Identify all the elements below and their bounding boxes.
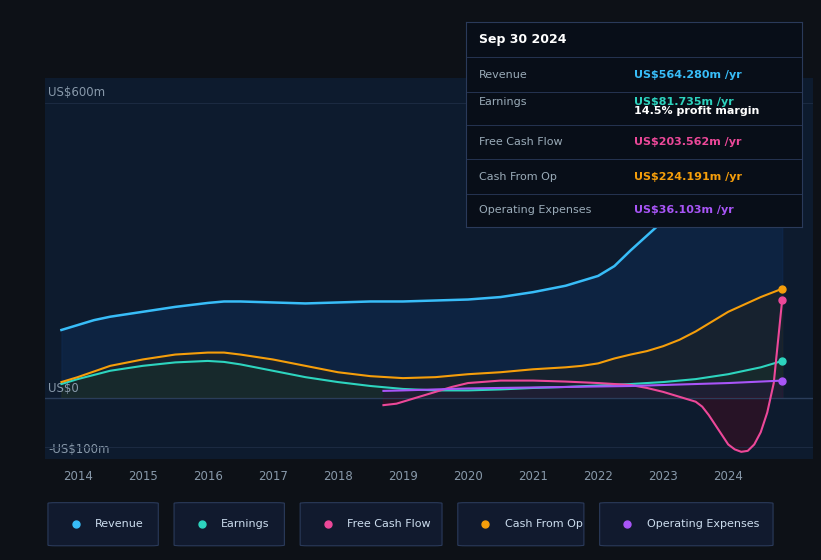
Text: Cash From Op: Cash From Op bbox=[479, 172, 557, 182]
Text: Free Cash Flow: Free Cash Flow bbox=[479, 137, 562, 147]
Text: Earnings: Earnings bbox=[479, 97, 527, 107]
Text: US$224.191m /yr: US$224.191m /yr bbox=[634, 172, 742, 182]
Text: Sep 30 2024: Sep 30 2024 bbox=[479, 33, 566, 46]
Text: Revenue: Revenue bbox=[479, 69, 528, 80]
Text: Operating Expenses: Operating Expenses bbox=[479, 206, 591, 216]
FancyBboxPatch shape bbox=[48, 503, 158, 546]
Text: Cash From Op: Cash From Op bbox=[505, 519, 583, 529]
FancyBboxPatch shape bbox=[174, 503, 284, 546]
Text: US$0: US$0 bbox=[48, 382, 79, 395]
Text: US$564.280m /yr: US$564.280m /yr bbox=[634, 69, 741, 80]
Text: US$600m: US$600m bbox=[48, 86, 106, 99]
FancyBboxPatch shape bbox=[599, 503, 773, 546]
Text: Operating Expenses: Operating Expenses bbox=[647, 519, 759, 529]
Text: -US$100m: -US$100m bbox=[48, 443, 110, 456]
Text: 14.5% profit margin: 14.5% profit margin bbox=[634, 106, 759, 116]
FancyBboxPatch shape bbox=[458, 503, 584, 546]
FancyBboxPatch shape bbox=[300, 503, 442, 546]
Text: US$203.562m /yr: US$203.562m /yr bbox=[634, 137, 741, 147]
Text: US$81.735m /yr: US$81.735m /yr bbox=[634, 97, 733, 107]
Text: Revenue: Revenue bbox=[95, 519, 144, 529]
Text: US$36.103m /yr: US$36.103m /yr bbox=[634, 206, 733, 216]
Text: Free Cash Flow: Free Cash Flow bbox=[347, 519, 431, 529]
Text: Earnings: Earnings bbox=[222, 519, 270, 529]
